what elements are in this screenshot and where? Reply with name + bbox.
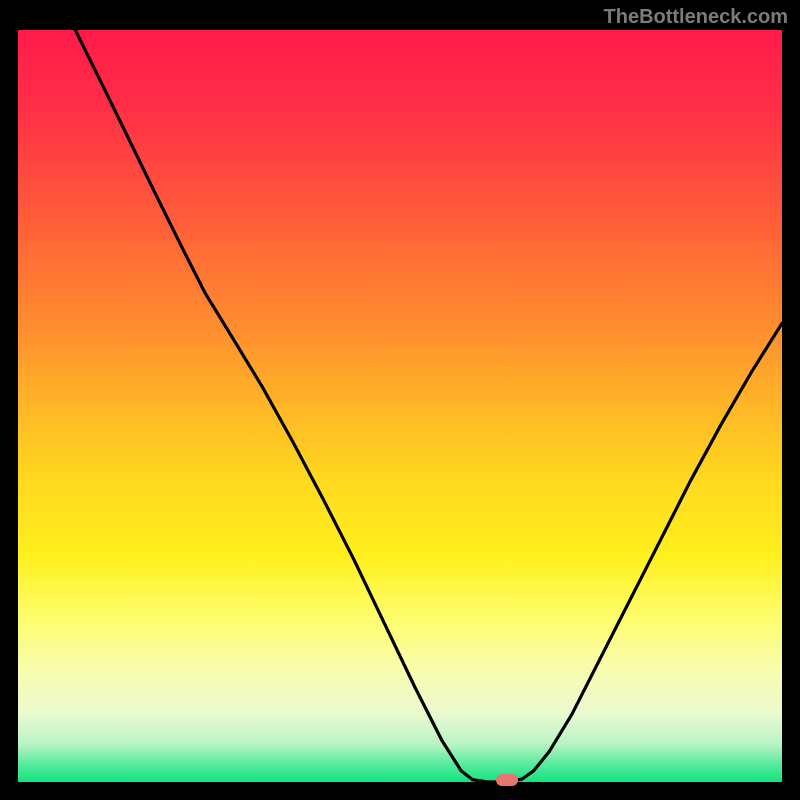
- optimal-marker: [496, 774, 518, 786]
- watermark-text: TheBottleneck.com: [604, 6, 788, 29]
- curve-svg: [18, 30, 782, 782]
- chart-container: TheBottleneck.com: [0, 0, 800, 800]
- bottleneck-curve: [75, 30, 782, 782]
- plot-area: [18, 30, 782, 782]
